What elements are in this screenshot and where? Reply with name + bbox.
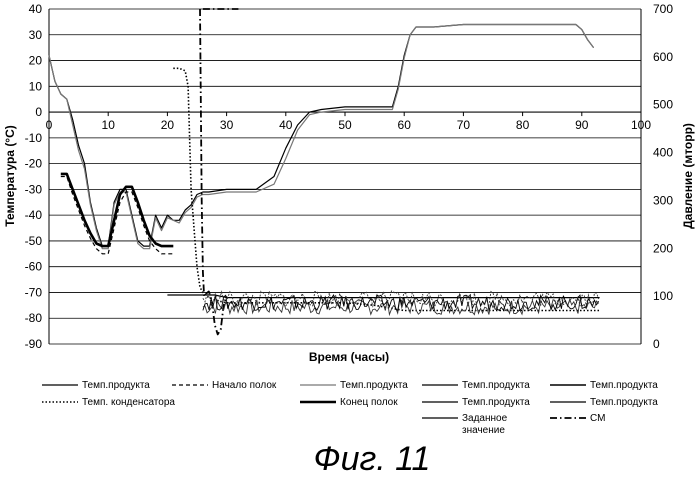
legend-item: Темп.продукта xyxy=(422,397,530,408)
legend-label: Темп.продукта xyxy=(340,380,408,391)
left-y-axis-label: Температура (°C) xyxy=(3,125,17,227)
legend-item: Темп.продукта xyxy=(422,380,530,391)
right-tick-label: 0 xyxy=(653,337,660,351)
plot-area xyxy=(49,9,600,334)
left-tick-labels: 40 30 20 10 0 -10 -20 -30 -40 -50 -60 -70 -80 -90 xyxy=(25,2,43,351)
right-y-axis-label: Давление (мторр) xyxy=(681,123,695,229)
left-tick-label: 30 xyxy=(29,28,43,42)
x-tick-label: 70 xyxy=(457,118,471,132)
right-tick-label: 600 xyxy=(653,50,673,64)
legend-label: Заданноезначение xyxy=(462,413,508,436)
left-tick-label: -70 xyxy=(25,285,43,299)
x-tick-label: 50 xyxy=(338,118,352,132)
right-tick-label: 100 xyxy=(653,289,673,303)
left-tick-label: 40 xyxy=(29,2,43,16)
legend-item: Темп.продукта xyxy=(550,397,658,408)
left-tick-label: 10 xyxy=(29,79,43,93)
x-tick-label: 10 xyxy=(102,118,116,132)
right-tick-label: 700 xyxy=(653,2,673,16)
x-tick-label: 60 xyxy=(398,118,412,132)
x-tick-label: 80 xyxy=(516,118,530,132)
x-tick-label: 40 xyxy=(279,118,293,132)
legend-item: Начало полок xyxy=(172,380,277,391)
x-tick-label: 0 xyxy=(46,118,53,132)
legend-item: СМ xyxy=(550,413,605,424)
left-tick-label: -90 xyxy=(25,337,43,351)
grid-lines xyxy=(49,9,641,344)
legend-label: Конец полок xyxy=(340,397,398,408)
left-tick-label: -10 xyxy=(25,131,43,145)
x-axis-label: Время (часы) xyxy=(309,350,389,364)
axes xyxy=(49,9,641,344)
legend: Темп.продукта Начало полок Темп.продукта Те… xyxy=(42,380,658,436)
right-tick-labels: 700 600 500 400 300 200 100 0 xyxy=(653,2,673,351)
legend-label: СМ xyxy=(590,413,605,424)
right-tick-label: 200 xyxy=(653,241,673,255)
legend-label: Темп.продукта xyxy=(462,397,530,408)
legend-item: Заданноезначение xyxy=(422,413,508,436)
legend-item: Темп.продукта xyxy=(550,380,658,391)
legend-label: Начало полок xyxy=(212,380,277,391)
legend-label: Темп.продукта xyxy=(590,397,658,408)
left-tick-label: -80 xyxy=(25,311,43,325)
left-tick-label: -40 xyxy=(25,208,43,222)
left-tick-label: -50 xyxy=(25,234,43,248)
x-tick-label: 20 xyxy=(161,118,175,132)
left-tick-label: -20 xyxy=(25,157,43,171)
x-tick-label: 90 xyxy=(575,118,589,132)
legend-label: Темп.продукта xyxy=(462,380,530,391)
right-tick-label: 400 xyxy=(653,146,673,160)
right-tick-label: 500 xyxy=(653,98,673,112)
left-tick-label: -60 xyxy=(25,260,43,274)
legend-label-line: Заданное xyxy=(462,413,508,424)
legend-label-line: значение xyxy=(462,425,505,436)
x-tick-label: 30 xyxy=(220,118,234,132)
legend-label: Темп. конденсатора xyxy=(82,397,175,408)
series-line-6 xyxy=(200,9,227,334)
x-tick-labels: 0 10 20 30 40 50 60 70 80 90 100 xyxy=(46,118,652,132)
legend-label: Темп.продукта xyxy=(82,380,150,391)
legend-item: Конец полок xyxy=(300,397,398,408)
right-tick-label: 300 xyxy=(653,193,673,207)
left-tick-label: -30 xyxy=(25,182,43,196)
x-tick-label: 100 xyxy=(631,118,651,132)
left-tick-label: 20 xyxy=(29,54,43,68)
legend-item: Темп. конденсатора xyxy=(42,397,175,408)
legend-item: Темп.продукта xyxy=(300,380,408,391)
left-tick-label: 0 xyxy=(35,105,42,119)
legend-label: Темп.продукта xyxy=(590,380,658,391)
series-line-3 xyxy=(61,174,174,246)
legend-item: Темп.продукта xyxy=(42,380,150,391)
figure-caption: Фиг. 11 xyxy=(314,440,431,478)
